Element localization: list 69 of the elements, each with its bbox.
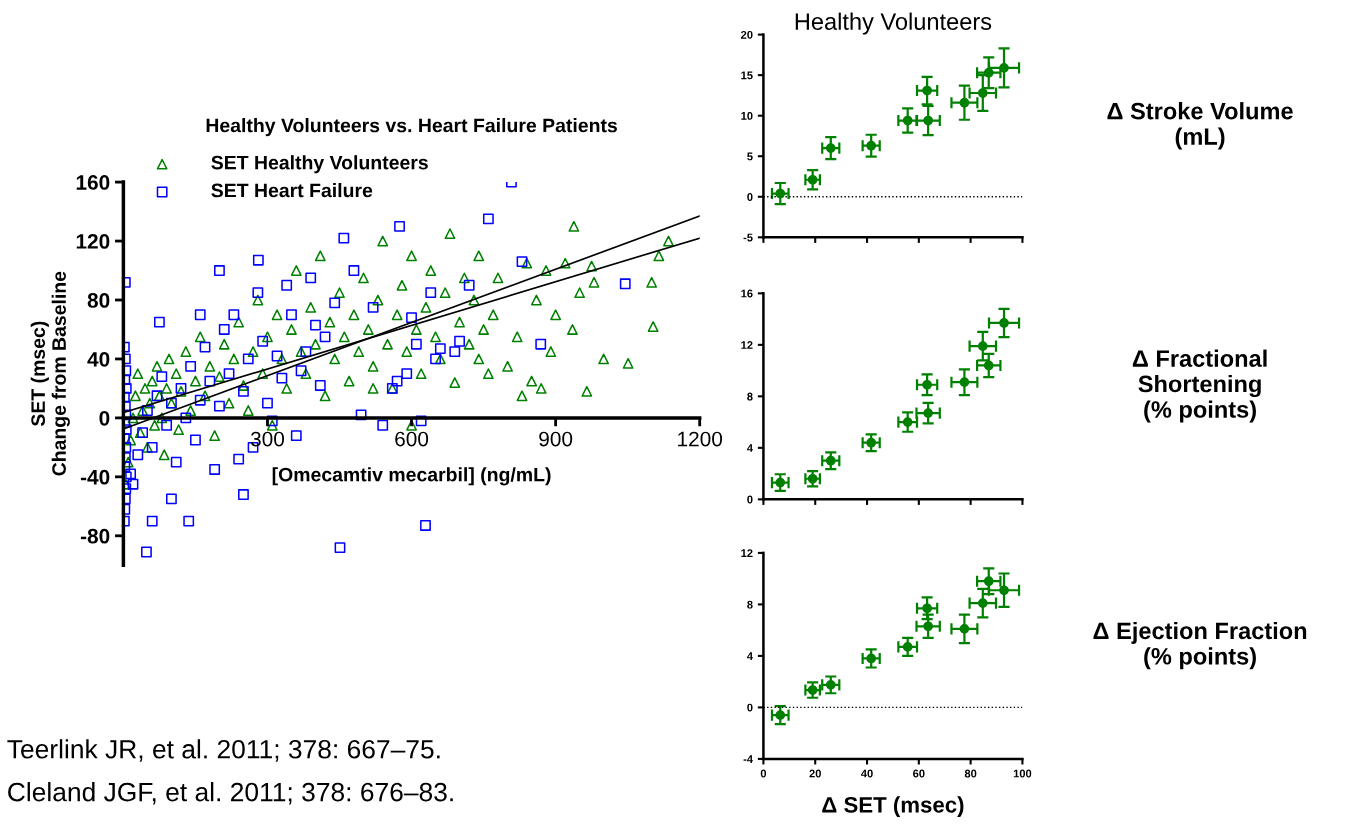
legend-label: SET Healthy Volunteers (211, 155, 428, 174)
point (923, 621, 934, 632)
y-tick-label: 8 (747, 600, 753, 609)
x-tick-label: 100 (1013, 769, 1032, 778)
x-tick-label: 600 (395, 431, 429, 447)
y-tick-label: 4 (747, 444, 753, 452)
y-tick-label: 40 (87, 351, 110, 367)
legend-label: SET Heart Failure (211, 183, 373, 198)
point (959, 377, 970, 388)
point (983, 576, 994, 587)
x-tick-label: 0 (760, 769, 767, 778)
y-tick-label: 10 (741, 111, 753, 120)
point (977, 341, 988, 351)
point (983, 360, 994, 371)
y-tick-label: 0 (99, 410, 110, 426)
x-tick-label: 300 (250, 431, 285, 447)
y-tick-label: 0 (747, 703, 753, 712)
point (999, 318, 1009, 328)
point (959, 624, 970, 634)
y-tick-label: -40 (80, 469, 110, 485)
y-axis-title: SET (msec) Change from Baseline (30, 271, 70, 476)
x-axis-title: Δ SET (msec) (822, 796, 964, 818)
y-tick-label: 8 (747, 392, 753, 401)
chart-title: Healthy Volunteers (795, 12, 992, 35)
x-tick-label: 80 (964, 769, 977, 778)
point (999, 62, 1009, 73)
y-tick-label: 12 (741, 549, 753, 557)
y-tick-label: 5 (747, 152, 753, 161)
text: Δ Fractional Shortening (% points) (1132, 349, 1267, 423)
text: Δ Stroke Volume (mL) (1107, 102, 1293, 150)
x-axis-title: [Omecamtiv mecarbil] (ng/mL) (272, 467, 551, 486)
y-tick-label: 80 (87, 293, 110, 308)
point (977, 88, 988, 98)
x-tick-label: 20 (809, 769, 821, 778)
point (999, 585, 1009, 596)
point (866, 653, 877, 664)
point (775, 188, 786, 199)
point (825, 143, 836, 153)
point (983, 67, 994, 78)
point (902, 115, 913, 126)
point (977, 598, 988, 608)
y-tick-label: -4 (743, 755, 753, 763)
text: Δ Ejection Fraction (% points) (1093, 621, 1307, 670)
y-tick-label: 12 (741, 341, 753, 349)
y-tick-label: 20 (741, 30, 753, 39)
y-tick-label: 4 (747, 652, 753, 660)
y-tick-label: -5 (743, 233, 753, 242)
point (923, 408, 934, 418)
point (923, 115, 934, 126)
text: Cleland JGF, et al. 2011; 378: 676–83. (8, 782, 453, 805)
point (922, 379, 932, 390)
y-tick-label: 120 (76, 234, 110, 249)
x-tick-label: 40 (861, 769, 873, 778)
x-tick-label: 1200 (678, 431, 723, 447)
y-tick-label: 16 (741, 289, 753, 298)
y-tick-label: 160 (76, 175, 110, 190)
point (959, 97, 970, 108)
point (775, 710, 786, 720)
y-tick-label: 15 (741, 71, 753, 80)
y-tick-label: 0 (747, 193, 753, 201)
point (866, 140, 877, 151)
point (922, 85, 932, 96)
x-tick-label: 900 (539, 431, 573, 447)
text: Teerlink JR, et al. 2011; 378: 667–75. (7, 739, 440, 762)
x-tick-label: 60 (913, 769, 925, 778)
y-tick-label: -80 (80, 528, 110, 544)
y-tick-label: 0 (747, 495, 753, 504)
point (902, 642, 913, 652)
chart-title: Healthy Volunteers vs. Heart Failure Patients (206, 118, 617, 137)
